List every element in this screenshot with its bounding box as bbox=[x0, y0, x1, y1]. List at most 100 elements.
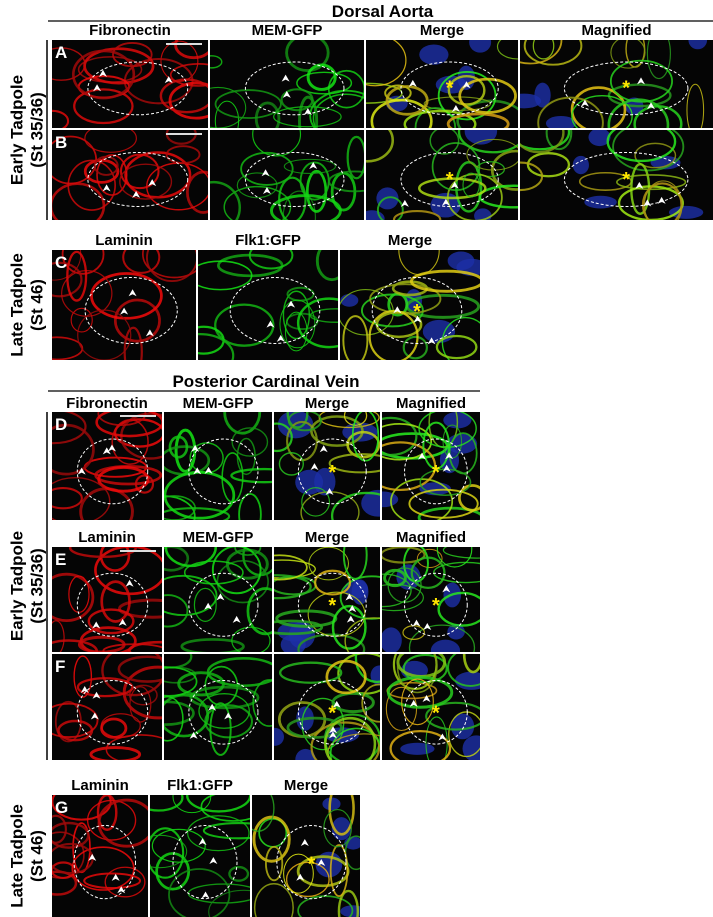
membrane bbox=[183, 560, 244, 585]
membrane bbox=[382, 547, 426, 564]
micrograph bbox=[164, 547, 272, 652]
arrowhead bbox=[88, 853, 97, 861]
arrowhead bbox=[92, 691, 101, 699]
membrane bbox=[466, 138, 518, 171]
column-header: MEM-GFP bbox=[252, 22, 323, 39]
membrane bbox=[330, 491, 380, 520]
panel-letter: C bbox=[55, 253, 67, 272]
membrane bbox=[214, 303, 275, 347]
membrane bbox=[97, 465, 150, 493]
micrograph: * bbox=[382, 412, 480, 520]
vessel-outline bbox=[84, 277, 178, 344]
vessel-outline bbox=[244, 152, 345, 207]
arrowhead bbox=[111, 873, 120, 881]
membrane bbox=[344, 617, 380, 652]
membrane bbox=[67, 159, 116, 211]
membrane bbox=[177, 671, 225, 697]
nucleus bbox=[454, 671, 480, 690]
column-header: Flk1:GFP bbox=[235, 232, 301, 249]
arrowhead bbox=[393, 306, 402, 314]
membrane bbox=[283, 158, 336, 174]
micrograph: F bbox=[52, 654, 162, 760]
vessel-outline bbox=[404, 572, 468, 637]
membrane bbox=[228, 865, 250, 882]
nucleus bbox=[474, 208, 492, 220]
membrane bbox=[234, 547, 262, 556]
vessel-outline bbox=[229, 277, 321, 344]
arrowhead bbox=[441, 198, 450, 206]
membrane bbox=[159, 78, 208, 114]
membrane bbox=[95, 412, 162, 438]
membrane bbox=[214, 89, 282, 119]
arrowhead bbox=[93, 84, 102, 92]
stage-label: Early Tadpole bbox=[7, 75, 26, 185]
membrane bbox=[73, 88, 134, 125]
membrane bbox=[339, 575, 380, 620]
membrane bbox=[282, 290, 311, 340]
membrane bbox=[105, 734, 162, 760]
stage-label: (St 46) bbox=[27, 279, 46, 331]
membrane bbox=[458, 77, 517, 114]
membrane bbox=[118, 598, 162, 619]
membrane bbox=[52, 261, 83, 298]
membrane bbox=[385, 686, 418, 732]
membrane bbox=[236, 172, 278, 199]
membrane bbox=[52, 487, 83, 510]
arrowhead bbox=[442, 585, 451, 593]
membrane bbox=[61, 250, 105, 275]
membrane bbox=[231, 626, 271, 652]
membrane bbox=[73, 655, 93, 698]
membrane bbox=[446, 112, 510, 128]
membrane bbox=[414, 107, 457, 128]
membrane bbox=[52, 476, 111, 520]
membrane bbox=[342, 315, 369, 360]
nucleus bbox=[688, 40, 708, 50]
membrane bbox=[309, 89, 364, 128]
column-header: Fibronectin bbox=[66, 395, 148, 412]
membrane bbox=[376, 196, 404, 220]
vessel-outline bbox=[87, 61, 189, 116]
membrane bbox=[641, 182, 683, 220]
membrane bbox=[198, 693, 250, 729]
arrowhead bbox=[281, 74, 290, 82]
membrane bbox=[119, 163, 173, 200]
membrane bbox=[422, 421, 451, 470]
stage-label: Late Tadpole bbox=[7, 804, 26, 908]
column-header: Merge bbox=[305, 529, 349, 546]
membrane bbox=[382, 416, 418, 457]
membrane bbox=[274, 619, 324, 636]
column-header: Merge bbox=[284, 777, 328, 794]
arrowhead bbox=[204, 466, 213, 474]
membrane bbox=[312, 93, 364, 128]
arrowhead bbox=[303, 108, 312, 116]
membrane bbox=[189, 685, 260, 710]
arrowhead bbox=[412, 619, 421, 627]
arrowhead bbox=[462, 81, 471, 89]
micrograph: C bbox=[52, 250, 196, 360]
membrane bbox=[456, 99, 518, 128]
membrane bbox=[230, 467, 272, 484]
membrane bbox=[142, 250, 196, 279]
membrane bbox=[607, 98, 670, 128]
membrane bbox=[447, 654, 480, 687]
nucleus bbox=[382, 491, 399, 508]
lumen-asterisk: * bbox=[432, 462, 440, 484]
membrane bbox=[370, 98, 433, 128]
membrane bbox=[396, 654, 438, 694]
arrowhead bbox=[98, 69, 107, 77]
nucleus bbox=[340, 294, 359, 307]
membrane bbox=[210, 86, 247, 128]
membrane bbox=[301, 697, 345, 751]
arrowhead bbox=[643, 199, 652, 207]
section-title: Posterior Cardinal Vein bbox=[172, 372, 359, 391]
arrowhead bbox=[400, 199, 409, 207]
membrane bbox=[329, 844, 349, 898]
membrane bbox=[204, 704, 253, 739]
membrane bbox=[306, 63, 337, 91]
column-header: Magnified bbox=[396, 395, 466, 412]
vessel-outline bbox=[244, 61, 345, 116]
membrane bbox=[76, 677, 134, 698]
membrane bbox=[408, 624, 476, 652]
membrane bbox=[329, 727, 380, 760]
panel-letter: A bbox=[55, 43, 67, 62]
